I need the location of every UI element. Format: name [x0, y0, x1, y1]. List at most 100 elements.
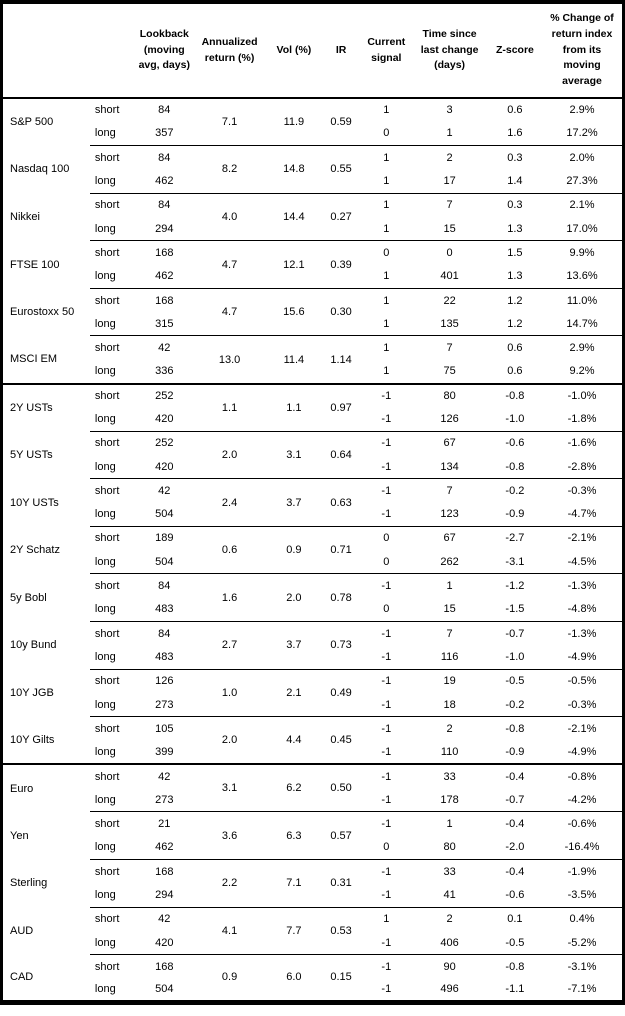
z-score-value: -2.7 [505, 532, 525, 545]
horizon-label: long [89, 930, 137, 956]
annualized-return-value: 0.6 [192, 526, 267, 575]
lookback-value: 168 [155, 294, 174, 307]
signal-value: 0 [383, 532, 390, 545]
lookback-value: 462 [136, 169, 193, 194]
time-since-change-value: 496 [440, 983, 459, 996]
table-row: 10Y JGB short 126 1.0 2.1 0.49 -1 19 -0.5 -0.5% [2, 669, 624, 718]
ir-value: 0.39 [321, 240, 362, 289]
table-row: long 504 -1 496 -1.1 -7.1% [2, 978, 624, 1002]
vol-value: 2.1 [266, 669, 321, 718]
signal-value: 0 [361, 835, 412, 860]
pct-change-value: -1.6% [567, 437, 597, 450]
asset-name: Euro [10, 782, 34, 795]
horizon-label: short [94, 960, 120, 973]
lookback-value: 105 [155, 722, 174, 735]
pct-change-value: 2.9% [569, 342, 595, 355]
time-since-change-value: 123 [411, 502, 488, 527]
vol-value: 2.0 [266, 573, 321, 623]
signal-value: 1 [383, 104, 390, 117]
signal-value: 0 [361, 597, 412, 623]
lookback-value: 252 [155, 389, 174, 402]
table-row: MSCI EM short 42 13.0 11.4 1.14 1 7 0.6 2.9% [1, 335, 624, 385]
z-score-value: 1.3 [487, 216, 543, 242]
horizon-label: short [94, 722, 120, 735]
col-header-z-score: Z-score [487, 2, 543, 99]
ir-value: 1.14 [321, 335, 362, 385]
table-row: long 315 1 135 1.2 14.7% [2, 312, 624, 337]
vol-value: 3.7 [266, 478, 321, 527]
time-since-change-value: 22 [443, 294, 456, 307]
time-since-change-value: 19 [443, 675, 456, 688]
table-row: CAD short 168 0.9 6.0 0.15 -1 90 -0.8 -3.1% [2, 955, 624, 984]
table-row: Eurostoxx 50 short 168 4.7 15.6 0.30 1 22 1.2 11.… [2, 288, 624, 337]
horizon-label: short [94, 484, 120, 497]
ir-value: 0.59 [321, 98, 362, 147]
lookback-value: 273 [136, 692, 193, 718]
pct-change-value: -1.8% [542, 407, 624, 432]
time-since-change-value: 67 [443, 532, 456, 545]
pct-change-value: -0.5% [567, 675, 597, 688]
ir-value: 0.27 [321, 193, 362, 242]
annualized-return-value: 1.1 [192, 383, 267, 432]
lookback-value: 189 [155, 532, 174, 545]
annualized-return-value: 3.6 [192, 811, 267, 860]
horizon-label: short [94, 865, 120, 878]
asset-name: 5y Bobl [10, 591, 47, 604]
z-score-value: -0.2 [487, 692, 543, 718]
vol-value: 3.1 [266, 431, 321, 480]
pct-change-value: -4.7% [542, 502, 624, 527]
time-since-change-value: 7 [446, 199, 453, 212]
time-since-change-value: 17 [411, 169, 488, 194]
z-score-value: 0.6 [507, 104, 523, 117]
lookback-value: 504 [155, 983, 174, 996]
table-row: Nasdaq 100 short 84 8.2 14.8 0.55 1 2 0.3 2.0% [2, 145, 624, 194]
lookback-value: 315 [136, 312, 193, 337]
vol-value: 4.4 [266, 716, 321, 766]
col-header-current-signal: Current signal [361, 2, 412, 99]
lookback-value: 462 [136, 835, 193, 860]
lookback-value: 42 [158, 770, 171, 783]
table-row: long 420 -1 126 -1.0 -1.8% [2, 407, 624, 432]
pct-change-value: -16.4% [542, 835, 624, 860]
lookback-value: 42 [158, 342, 171, 355]
asset-name: 2Y USTs [10, 401, 53, 414]
lookback-value: 336 [136, 359, 193, 385]
signal-value: -1 [381, 437, 392, 450]
signal-value: 1 [361, 169, 412, 194]
pct-change-value: 17.0% [542, 216, 624, 242]
asset-name: Sterling [10, 877, 48, 890]
annualized-return-value: 2.7 [192, 621, 267, 670]
signal-value: -1 [361, 645, 412, 670]
table-row: long 504 0 262 -3.1 -4.5% [2, 550, 624, 575]
horizon-label: short [94, 770, 120, 783]
table-row: long 273 -1 178 -0.7 -4.2% [2, 788, 624, 813]
time-since-change-value: 406 [411, 930, 488, 956]
z-score-value: 1.5 [507, 246, 523, 259]
ir-value: 0.78 [321, 573, 362, 623]
asset-name: 2Y Schatz [10, 544, 60, 557]
pct-change-value: -3.5% [542, 883, 624, 908]
lookback-value: 357 [136, 121, 193, 147]
time-since-change-value: 80 [443, 389, 456, 402]
time-since-change-value: 7 [446, 484, 453, 497]
time-since-change-value: 75 [411, 359, 488, 385]
table-row: long 483 0 15 -1.5 -4.8% [2, 597, 624, 623]
col-header-vol: Vol (%) [266, 2, 321, 99]
asset-name: AUD [10, 924, 34, 937]
pct-change-value: 2.0% [569, 151, 595, 164]
time-since-change-value: 401 [411, 264, 488, 289]
horizon-label: short [94, 818, 120, 831]
z-score-value: -2.0 [487, 835, 543, 860]
time-since-change-value: 7 [446, 342, 453, 355]
time-since-change-value: 2 [446, 913, 453, 926]
ir-value: 0.50 [321, 764, 362, 813]
lookback-value: 294 [136, 883, 193, 908]
signal-value: -1 [361, 740, 412, 766]
vol-value: 0.9 [266, 526, 321, 575]
pct-change-value: 9.9% [569, 246, 595, 259]
vol-value: 7.7 [266, 907, 321, 956]
annualized-return-value: 0.9 [221, 971, 238, 984]
time-since-change-value: 110 [411, 740, 488, 766]
asset-name: 10Y USTs [10, 496, 59, 509]
vol-value: 7.1 [266, 859, 321, 908]
